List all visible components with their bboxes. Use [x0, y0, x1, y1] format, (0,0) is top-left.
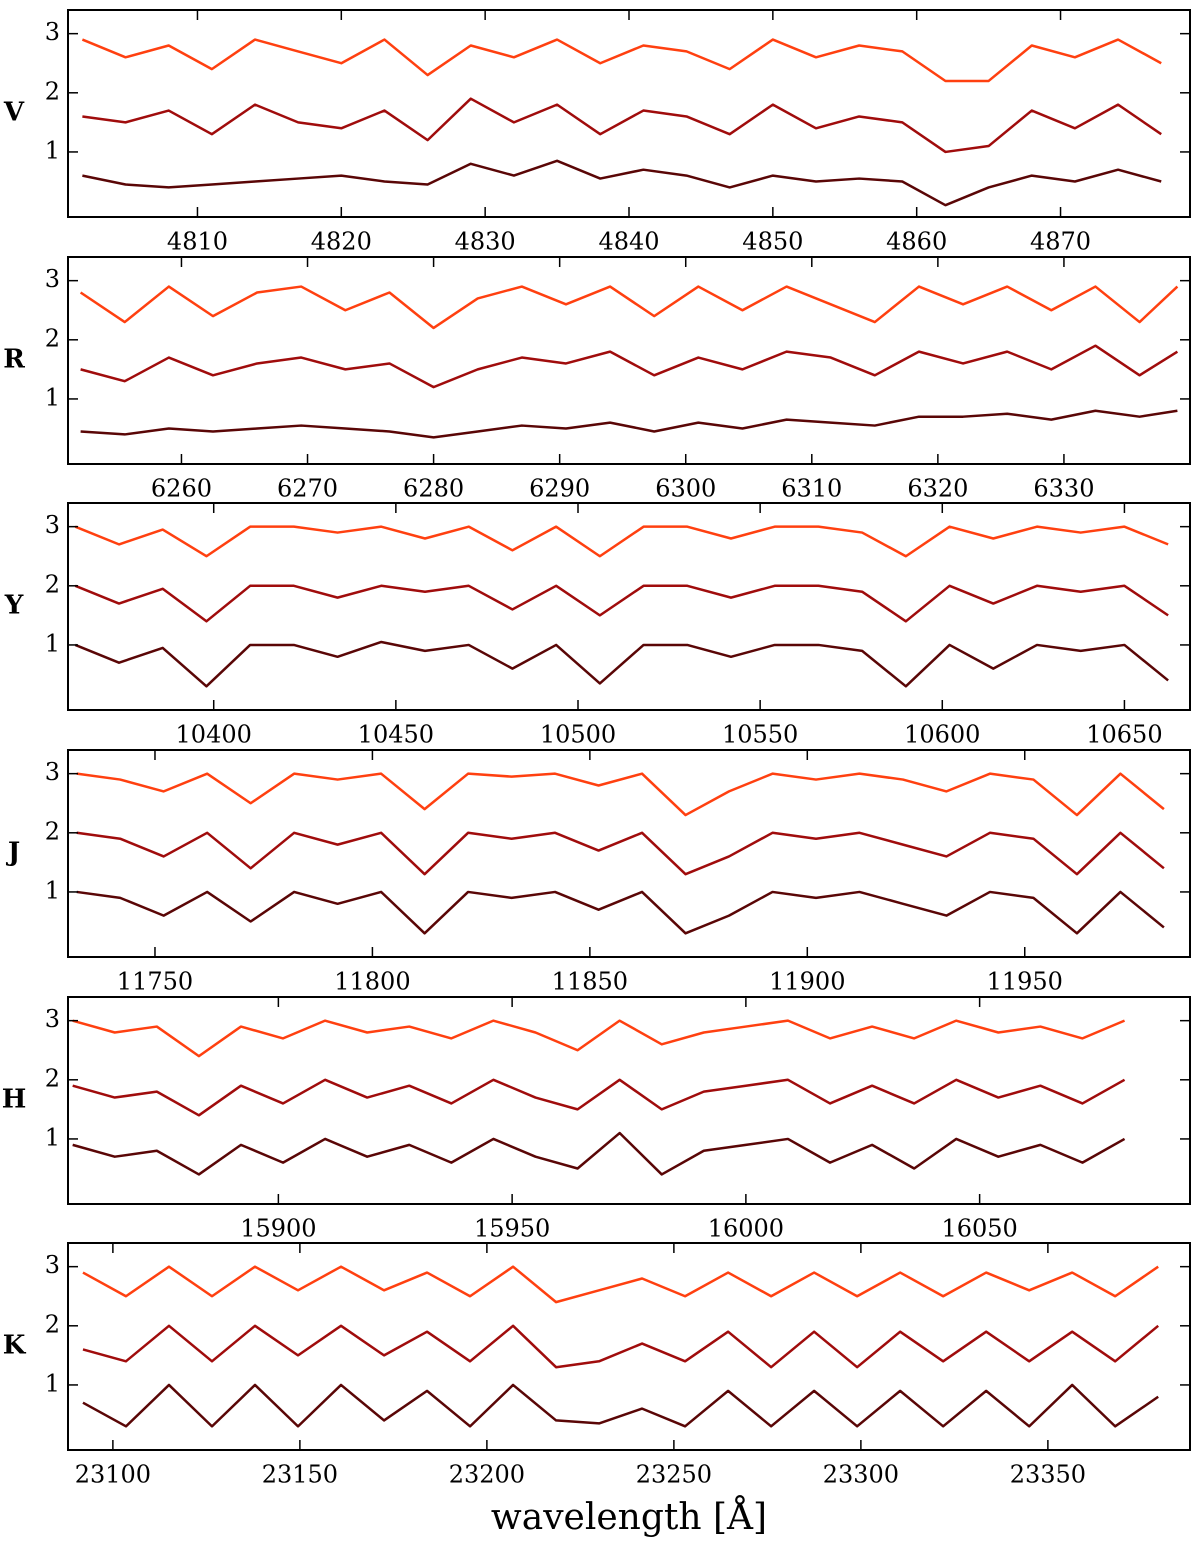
x-tick-label: 15900	[240, 1215, 316, 1243]
x-tick-label: 16000	[708, 1215, 784, 1243]
axes-frame	[67, 502, 1191, 711]
x-tick-label: 10400	[176, 721, 252, 749]
x-tick-label: 4870	[1030, 228, 1091, 256]
spectrum-line	[82, 1265, 1159, 1304]
x-tick-label: 11750	[117, 968, 193, 996]
x-axis-label: wavelength [Å]	[491, 1496, 767, 1538]
spectrum-line	[82, 97, 1162, 154]
x-tick-label: 6300	[655, 475, 716, 503]
spectrum-line	[72, 1131, 1126, 1176]
x-tick-label: 10600	[904, 721, 980, 749]
spectrum-line	[79, 285, 1179, 330]
x-tick-label: 23200	[449, 1461, 525, 1489]
x-tick-label: 16050	[941, 1215, 1017, 1243]
y-tick-label: 2	[45, 77, 60, 105]
axes-frame	[67, 256, 1191, 465]
spectrum-line	[74, 525, 1169, 558]
axes-frame	[67, 1242, 1191, 1451]
x-tick-label: 23100	[75, 1461, 151, 1489]
axes-frame	[67, 9, 1191, 218]
y-tick-label: 1	[45, 383, 60, 411]
spectrum-line	[72, 1078, 1126, 1117]
y-tick-label: 3	[45, 758, 60, 786]
x-tick-label: 6290	[529, 475, 590, 503]
y-tick-label: 2	[45, 817, 60, 845]
x-tick-label: 11850	[552, 968, 628, 996]
band-label: H	[2, 1085, 27, 1115]
x-tick-label: 4810	[167, 228, 228, 256]
y-tick-label: 1	[45, 876, 60, 904]
x-tick-label: 10450	[358, 721, 434, 749]
band-label: Y	[4, 591, 24, 621]
band-label: J	[6, 838, 20, 868]
y-tick-label: 2	[45, 1064, 60, 1092]
y-tick-label: 2	[45, 324, 60, 352]
x-tick-label: 6280	[403, 475, 464, 503]
x-tick-label: 23150	[262, 1461, 338, 1489]
band-label: R	[3, 345, 25, 375]
y-tick-label: 2	[45, 1310, 60, 1338]
y-tick-label: 3	[45, 265, 60, 293]
y-tick-label: 1	[45, 629, 60, 657]
spectrum-line	[81, 38, 1162, 83]
x-tick-label: 10550	[722, 721, 798, 749]
spectrum-line	[74, 584, 1169, 623]
spectrum-line	[80, 409, 1178, 439]
x-tick-label: 23250	[636, 1461, 712, 1489]
x-tick-label: 6320	[907, 475, 968, 503]
x-tick-label: 6260	[151, 475, 212, 503]
spectrum-line	[82, 159, 1162, 207]
y-tick-label: 3	[45, 18, 60, 46]
x-tick-label: 4820	[311, 228, 372, 256]
x-tick-label: 6310	[781, 475, 842, 503]
y-tick-label: 2	[45, 570, 60, 598]
band-label: K	[3, 1331, 27, 1361]
x-tick-label: 11950	[987, 968, 1063, 996]
x-tick-label: 23300	[823, 1461, 899, 1489]
x-tick-label: 6270	[277, 475, 338, 503]
spectrum-line	[72, 1019, 1126, 1058]
x-tick-label: 11900	[769, 968, 845, 996]
x-tick-label: 4860	[886, 228, 947, 256]
x-tick-label: 23350	[1010, 1461, 1086, 1489]
spectrum-line	[82, 1324, 1160, 1369]
x-tick-label: 15950	[474, 1215, 550, 1243]
x-tick-label: 11800	[334, 968, 410, 996]
spectrum-line	[76, 831, 1165, 876]
y-tick-label: 3	[45, 1251, 60, 1279]
axes-frame	[67, 996, 1191, 1205]
x-tick-label: 10650	[1086, 721, 1162, 749]
y-tick-label: 1	[45, 136, 60, 164]
y-tick-label: 1	[45, 1123, 60, 1151]
band-label: V	[3, 98, 25, 128]
x-tick-label: 4830	[455, 228, 516, 256]
x-tick-label: 4840	[598, 228, 659, 256]
x-tick-label: 10500	[540, 721, 616, 749]
spectrum-line	[74, 640, 1169, 688]
y-tick-label: 3	[45, 511, 60, 539]
x-tick-label: 6330	[1033, 475, 1094, 503]
y-tick-label: 3	[45, 1005, 60, 1033]
spectrum-line	[76, 772, 1165, 817]
y-tick-label: 1	[45, 1369, 60, 1397]
x-tick-label: 4850	[742, 228, 803, 256]
spectrum-line	[82, 1383, 1159, 1428]
spectrum-line	[76, 890, 1165, 935]
spectrum-line	[80, 344, 1179, 389]
axes-frame	[67, 749, 1191, 958]
